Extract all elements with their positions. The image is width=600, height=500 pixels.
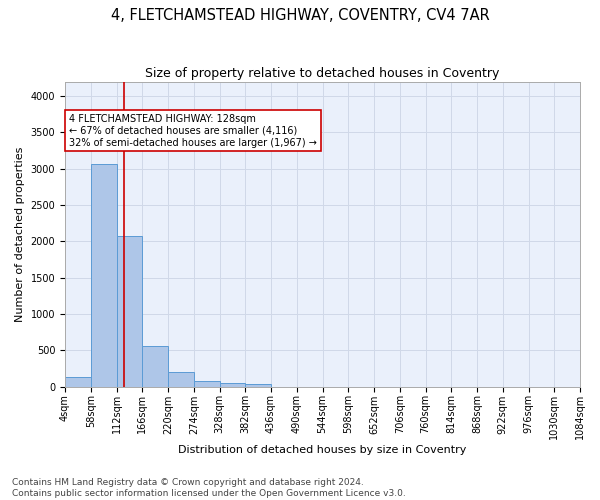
Bar [65, 377, 91, 386]
Bar [142, 346, 168, 387]
Bar [245, 384, 271, 386]
Bar [220, 383, 245, 386]
Text: 4 FLETCHAMSTEAD HIGHWAY: 128sqm
← 67% of detached houses are smaller (4,116)
32%: 4 FLETCHAMSTEAD HIGHWAY: 128sqm ← 67% of… [70, 114, 317, 148]
Text: 4, FLETCHAMSTEAD HIGHWAY, COVENTRY, CV4 7AR: 4, FLETCHAMSTEAD HIGHWAY, COVENTRY, CV4 … [110, 8, 490, 22]
X-axis label: Distribution of detached houses by size in Coventry: Distribution of detached houses by size … [178, 445, 467, 455]
Bar [116, 236, 142, 386]
Text: Contains HM Land Registry data © Crown copyright and database right 2024.
Contai: Contains HM Land Registry data © Crown c… [12, 478, 406, 498]
Title: Size of property relative to detached houses in Coventry: Size of property relative to detached ho… [145, 68, 500, 80]
Bar [168, 372, 194, 386]
Bar [91, 164, 116, 386]
Bar [194, 381, 220, 386]
Y-axis label: Number of detached properties: Number of detached properties [15, 146, 25, 322]
